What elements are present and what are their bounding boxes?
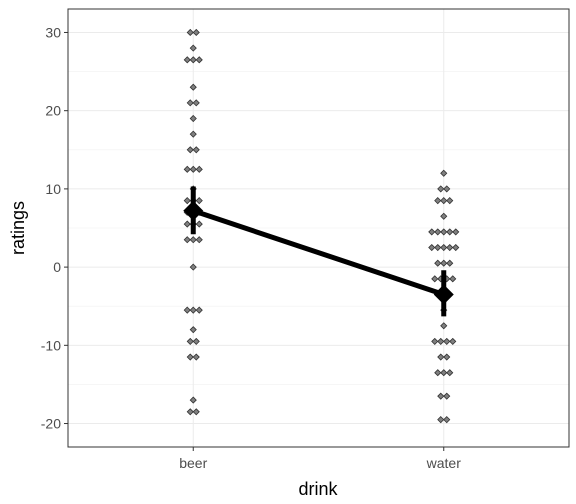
- x-tick-label: beer: [179, 455, 207, 471]
- data-point: [195, 236, 203, 244]
- data-point: [443, 185, 451, 193]
- data-point: [183, 197, 191, 205]
- data-point: [428, 228, 436, 236]
- data-point: [189, 165, 197, 173]
- data-point: [192, 28, 200, 37]
- data-point: [446, 369, 454, 377]
- data-point: [452, 243, 460, 252]
- data-point: [189, 130, 197, 138]
- y-tick-label: 10: [45, 181, 61, 197]
- data-point: [183, 56, 191, 64]
- data-point: [192, 353, 200, 361]
- data-point: [446, 228, 454, 236]
- data-point: [443, 337, 451, 345]
- data-point: [183, 306, 191, 314]
- data-point: [195, 165, 203, 173]
- y-axis-title: ratings: [8, 201, 28, 255]
- data-point: [437, 337, 445, 345]
- data-point: [189, 263, 197, 271]
- data-point: [434, 243, 442, 252]
- data-point: [186, 353, 194, 361]
- data-point: [446, 197, 454, 205]
- data-point: [192, 408, 200, 416]
- data-point: [192, 99, 200, 107]
- data-point: [195, 220, 203, 228]
- data-point: [183, 165, 191, 173]
- data-point: [437, 353, 445, 361]
- data-point: [189, 44, 197, 52]
- data-point: [431, 337, 439, 345]
- data-point: [189, 326, 197, 334]
- data-point: [434, 228, 442, 236]
- data-point: [449, 337, 457, 345]
- data-point: [189, 306, 197, 314]
- data-point: [189, 114, 197, 123]
- data-point: [428, 243, 436, 252]
- data-point: [189, 396, 197, 404]
- data-point: [443, 353, 451, 361]
- data-point: [443, 416, 451, 424]
- data-point: [195, 56, 203, 64]
- data-point: [183, 236, 191, 244]
- data-point: [186, 99, 194, 107]
- data-point: [183, 220, 191, 228]
- data-point: [434, 259, 442, 267]
- y-tick-label: 30: [45, 24, 61, 40]
- data-point: [437, 185, 445, 193]
- mean-marker: [433, 284, 454, 305]
- data-point: [446, 259, 454, 267]
- data-point: [186, 408, 194, 416]
- y-tick-label: -20: [41, 416, 61, 432]
- data-point: [440, 197, 448, 205]
- data-point: [192, 337, 200, 345]
- data-point: [189, 56, 197, 64]
- data-point: [434, 197, 442, 205]
- x-tick-label: water: [426, 455, 462, 471]
- data-point: [452, 228, 460, 236]
- y-tick-label: -10: [41, 337, 61, 353]
- y-tick-label: 0: [53, 259, 61, 275]
- data-point: [189, 83, 197, 91]
- plot-panel-border: [67, 8, 570, 448]
- data-point: [440, 322, 448, 330]
- mean-marker: [183, 200, 204, 221]
- data-point: [443, 392, 451, 400]
- data-point: [440, 228, 448, 236]
- data-point: [440, 369, 448, 377]
- data-point: [186, 28, 194, 37]
- data-point: [440, 243, 448, 252]
- data-point: [195, 197, 203, 205]
- y-tick-label: 20: [45, 103, 61, 119]
- x-axis-title: drink: [298, 479, 338, 499]
- data-point: [186, 337, 194, 345]
- data-point: [434, 369, 442, 377]
- axes: -20 -10 0 10 20 30 beer water: [41, 24, 461, 471]
- data-point: [186, 146, 194, 154]
- summary-layer: [183, 186, 454, 317]
- data-point: [195, 306, 203, 314]
- mean-connecting-line: [192, 208, 445, 297]
- data-point: [440, 259, 448, 267]
- data-point: [437, 416, 445, 424]
- data-point: [437, 392, 445, 400]
- data-point: [189, 236, 197, 244]
- data-point: [440, 169, 448, 177]
- data-point: [192, 146, 200, 154]
- data-point: [449, 275, 457, 283]
- data-point: [431, 275, 439, 283]
- data-point: [446, 243, 454, 252]
- data-point: [440, 212, 448, 220]
